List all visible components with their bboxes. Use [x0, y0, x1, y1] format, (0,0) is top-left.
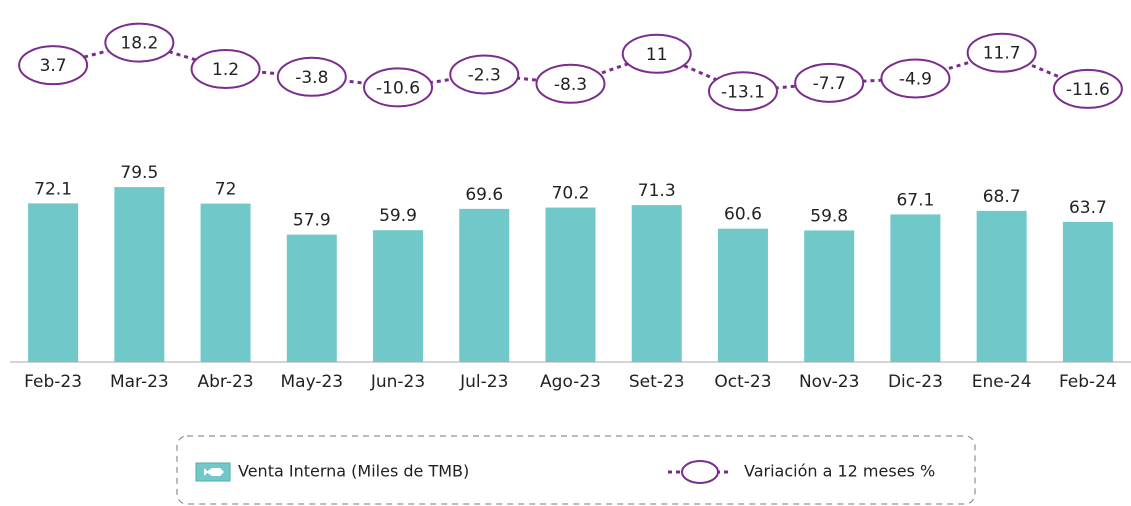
x-tick-label: Feb-24 — [1059, 372, 1117, 392]
line-value-label: -10.6 — [376, 78, 420, 98]
x-tick-label: Dic-23 — [888, 372, 943, 392]
bar-value-label: 69.6 — [465, 185, 503, 205]
line-value-label: 3.7 — [40, 56, 67, 76]
bar-value-label: 59.9 — [379, 206, 417, 226]
line-value-label: 11 — [646, 45, 668, 65]
legend-marker — [681, 460, 719, 484]
bar — [459, 208, 510, 362]
marker — [1052, 68, 1123, 109]
bar-value-label: 68.7 — [983, 187, 1021, 207]
bar-value-label: 72.1 — [34, 179, 72, 199]
bar — [1062, 221, 1113, 362]
bar — [200, 203, 251, 362]
marker — [190, 49, 261, 90]
bar — [717, 228, 768, 362]
line-value-label: -4.9 — [899, 70, 932, 90]
bar — [286, 234, 337, 362]
bar — [631, 205, 682, 362]
line-value-label: -7.7 — [813, 74, 846, 94]
x-tick-label: Ago-23 — [540, 372, 601, 392]
bar — [545, 207, 596, 362]
x-tick-label: Abr-23 — [198, 372, 254, 392]
marker — [535, 63, 606, 104]
marker — [621, 33, 692, 74]
marker — [363, 67, 434, 108]
x-tick-label: Set-23 — [629, 372, 685, 392]
x-tick-label: Jul-23 — [459, 372, 508, 392]
bar-value-label: 59.8 — [810, 206, 848, 226]
bar-value-label: 79.5 — [120, 163, 158, 183]
x-tick-label: Jun-23 — [370, 372, 425, 392]
marker — [18, 45, 89, 86]
legend-box — [176, 435, 976, 505]
bar-value-label: 72 — [215, 180, 237, 200]
bar — [28, 203, 79, 362]
line-value-label: -11.6 — [1066, 80, 1110, 100]
x-tick-label: Ene-24 — [972, 372, 1032, 392]
line-value-label: 18.2 — [120, 34, 158, 54]
legend-label: Venta Interna (Miles de TMB) — [238, 462, 469, 481]
legend-label: Variación a 12 meses % — [744, 462, 935, 481]
x-tick-label: Oct-23 — [714, 372, 771, 392]
bar — [804, 230, 855, 362]
x-tick-label: Feb-23 — [24, 372, 82, 392]
bar — [114, 187, 165, 362]
marker — [707, 71, 778, 112]
line-value-label: 11.7 — [983, 44, 1021, 64]
line-value-label: -8.3 — [554, 75, 587, 95]
marker — [276, 56, 347, 97]
bar — [890, 214, 941, 362]
marker — [966, 32, 1037, 73]
marker — [880, 58, 951, 99]
line-value-label: 1.2 — [212, 60, 239, 80]
line-value-label: -2.3 — [468, 65, 501, 85]
marker — [104, 22, 175, 63]
marker — [449, 54, 520, 95]
marker — [794, 62, 865, 103]
bar-value-label: 71.3 — [638, 181, 676, 201]
line-value-label: -13.1 — [721, 82, 765, 102]
bar-value-label: 67.1 — [896, 190, 934, 210]
x-tick-label: Mar-23 — [110, 372, 169, 392]
bar-value-label: 70.2 — [552, 184, 590, 204]
bar — [373, 230, 424, 362]
line-value-label: -3.8 — [295, 68, 328, 88]
bar — [976, 210, 1027, 362]
legend-icon — [204, 468, 224, 476]
x-tick-label: May-23 — [280, 372, 343, 392]
bar-value-label: 57.9 — [293, 211, 331, 231]
bar-value-label: 60.6 — [724, 205, 762, 225]
x-tick-label: Nov-23 — [799, 372, 860, 392]
bar-value-label: 63.7 — [1069, 198, 1107, 218]
